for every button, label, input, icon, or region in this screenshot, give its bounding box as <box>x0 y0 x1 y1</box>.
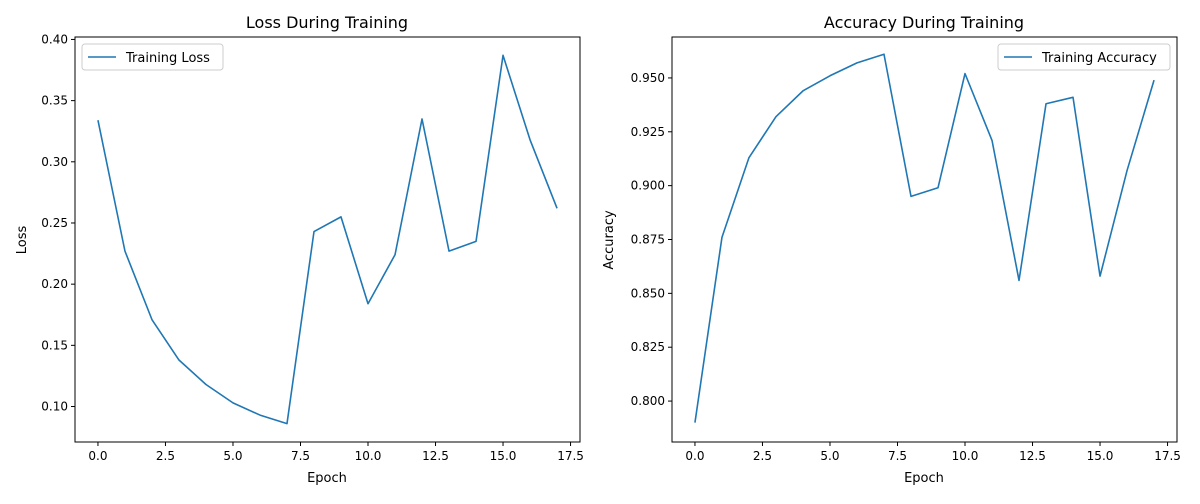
loss-chart-x-ticks: 0.0 2.5 5.0 7.5 10.0 12.5 15.0 17.5 <box>88 442 584 463</box>
accuracy-chart-x-tick-label: 10.0 <box>952 449 979 463</box>
accuracy-chart-title: Accuracy During Training <box>824 13 1024 32</box>
accuracy-chart-axes-frame <box>671 36 1178 443</box>
loss-chart-x-tick-label: 10.0 <box>355 449 382 463</box>
accuracy-chart-series <box>694 53 1155 423</box>
accuracy-chart-x-ticks: 0.0 2.5 5.0 7.5 10.0 12.5 15.0 17.5 <box>685 442 1181 463</box>
accuracy-chart-x-tick-label: 7.5 <box>888 449 907 463</box>
accuracy-chart-y-tick-label: 0.875 <box>631 233 665 247</box>
accuracy-chart: Accuracy During Training 0.800 0.825 0.850… <box>602 13 1181 486</box>
accuracy-chart-legend-box <box>997 43 1171 71</box>
loss-chart-x-tick-label: 0.0 <box>88 449 107 463</box>
accuracy-chart-x-tick-label: 5.0 <box>820 449 839 463</box>
accuracy-chart-y-ticks: 0.800 0.825 0.850 0.875 0.900 0.925 0.950 <box>631 71 672 408</box>
loss-chart-axes-frame <box>74 36 581 443</box>
accuracy-chart-x-tick-label: 12.5 <box>1019 449 1046 463</box>
loss-chart-series <box>97 54 558 425</box>
accuracy-chart-y-axis-label: Accuracy <box>602 210 617 270</box>
accuracy-chart-y-tick-label: 0.900 <box>631 179 665 193</box>
accuracy-chart-legend-label: Training Accuracy <box>1041 51 1157 66</box>
loss-chart-y-axis-label: Loss <box>15 226 30 255</box>
loss-chart-y-tick-label: 0.25 <box>41 216 68 230</box>
loss-chart-legend: Training Loss <box>81 43 224 71</box>
accuracy-chart-x-tick-label: 0.0 <box>685 449 704 463</box>
accuracy-chart-y-tick-label: 0.925 <box>631 125 665 139</box>
accuracy-chart-y-tick-label: 0.825 <box>631 340 665 354</box>
accuracy-chart-series-line-0 <box>694 53 1155 423</box>
loss-chart-x-tick-label: 12.5 <box>422 449 449 463</box>
loss-chart-y-tick-label: 0.20 <box>41 277 68 291</box>
loss-chart-x-tick-label: 17.5 <box>557 449 584 463</box>
accuracy-chart-x-tick-label: 17.5 <box>1154 449 1181 463</box>
loss-chart-title: Loss During Training <box>246 13 408 32</box>
loss-chart-legend-label: Training Loss <box>125 51 210 66</box>
loss-chart-series-line-0 <box>97 54 558 425</box>
accuracy-chart-y-tick-label: 0.950 <box>631 71 665 85</box>
loss-chart-y-tick-label: 0.40 <box>41 32 68 46</box>
accuracy-chart-x-tick-label: 15.0 <box>1087 449 1114 463</box>
loss-chart-x-tick-label: 2.5 <box>156 449 175 463</box>
accuracy-chart-y-tick-label: 0.850 <box>631 286 665 300</box>
loss-chart-x-tick-label: 7.5 <box>291 449 310 463</box>
loss-chart-y-tick-label: 0.30 <box>41 155 68 169</box>
loss-chart-x-axis-label: Epoch <box>307 471 347 486</box>
loss-chart-legend-box <box>81 43 224 71</box>
loss-chart-y-tick-label: 0.35 <box>41 94 68 108</box>
loss-chart-y-tick-label: 0.15 <box>41 338 68 352</box>
loss-chart: Loss During Training 0.10 0.15 0.20 0.25 0.3… <box>15 13 584 486</box>
accuracy-chart-y-tick-label: 0.800 <box>631 394 665 408</box>
loss-chart-y-tick-label: 0.10 <box>41 400 68 414</box>
accuracy-chart-x-axis-label: Epoch <box>904 471 944 486</box>
accuracy-chart-legend: Training Accuracy <box>997 43 1171 71</box>
loss-chart-x-tick-label: 15.0 <box>490 449 517 463</box>
accuracy-chart-x-tick-label: 2.5 <box>753 449 772 463</box>
loss-chart-x-tick-label: 5.0 <box>223 449 242 463</box>
loss-chart-y-ticks: 0.10 0.15 0.20 0.25 0.30 0.35 0.40 <box>41 32 75 414</box>
